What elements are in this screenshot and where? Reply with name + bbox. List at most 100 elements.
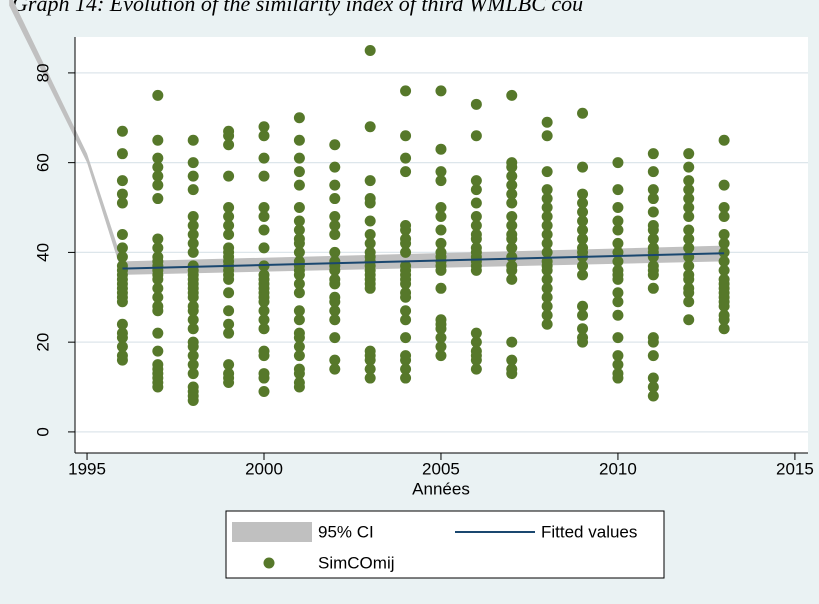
point xyxy=(647,166,659,178)
point xyxy=(683,314,695,326)
point xyxy=(541,318,553,330)
point xyxy=(364,121,376,133)
point xyxy=(683,287,695,299)
point xyxy=(152,152,164,164)
point xyxy=(258,350,270,362)
point xyxy=(470,264,482,276)
point xyxy=(612,202,624,214)
point xyxy=(435,211,447,223)
point xyxy=(293,134,305,146)
point xyxy=(577,107,589,119)
point xyxy=(470,197,482,209)
point xyxy=(506,161,518,173)
point xyxy=(612,350,624,362)
point xyxy=(223,228,235,240)
point xyxy=(364,237,376,249)
point xyxy=(116,197,128,209)
point xyxy=(187,170,199,182)
point xyxy=(470,327,482,339)
y-tick-label: 40 xyxy=(33,243,52,262)
point xyxy=(541,282,553,294)
point xyxy=(435,202,447,214)
point xyxy=(400,237,412,249)
point xyxy=(293,305,305,317)
legend-swatch xyxy=(263,557,275,569)
point xyxy=(541,264,553,276)
point xyxy=(577,215,589,227)
point xyxy=(612,157,624,169)
point xyxy=(577,197,589,209)
point xyxy=(435,237,447,249)
y-tick-label: 20 xyxy=(33,333,52,352)
point xyxy=(647,224,659,236)
point xyxy=(683,211,695,223)
point xyxy=(116,125,128,137)
point xyxy=(293,381,305,393)
point xyxy=(258,296,270,308)
point xyxy=(612,184,624,196)
point xyxy=(683,175,695,187)
point xyxy=(647,148,659,160)
point xyxy=(506,354,518,366)
point xyxy=(435,332,447,344)
point xyxy=(329,278,341,290)
point xyxy=(612,255,624,267)
point xyxy=(329,193,341,205)
point xyxy=(187,211,199,223)
x-tick-label: 2005 xyxy=(422,459,460,478)
point xyxy=(293,166,305,178)
point xyxy=(329,354,341,366)
point xyxy=(435,264,447,276)
point xyxy=(116,175,128,187)
y-tick-label: 60 xyxy=(33,153,52,172)
point xyxy=(223,359,235,371)
point xyxy=(329,211,341,223)
point xyxy=(116,296,128,308)
point xyxy=(223,287,235,299)
point xyxy=(435,143,447,155)
point xyxy=(152,305,164,317)
point xyxy=(435,175,447,187)
point xyxy=(187,323,199,335)
point xyxy=(116,188,128,200)
point xyxy=(718,237,730,249)
point xyxy=(223,170,235,182)
point xyxy=(152,291,164,303)
point xyxy=(364,175,376,187)
point xyxy=(647,381,659,393)
point xyxy=(258,211,270,223)
point xyxy=(187,305,199,317)
point xyxy=(293,215,305,227)
point xyxy=(187,359,199,371)
x-tick-label: 2000 xyxy=(245,459,283,478)
point xyxy=(152,233,164,245)
point xyxy=(577,323,589,335)
point xyxy=(435,85,447,97)
point xyxy=(435,282,447,294)
point xyxy=(293,278,305,290)
point xyxy=(541,291,553,303)
point xyxy=(152,282,164,294)
point xyxy=(329,228,341,240)
y-tick-label: 80 xyxy=(33,63,52,82)
point xyxy=(506,179,518,191)
point xyxy=(187,237,199,249)
point xyxy=(612,309,624,321)
point xyxy=(152,193,164,205)
point xyxy=(400,314,412,326)
point xyxy=(470,211,482,223)
point xyxy=(116,251,128,263)
point xyxy=(541,309,553,321)
point xyxy=(470,175,482,187)
point xyxy=(364,197,376,209)
point xyxy=(718,255,730,267)
point xyxy=(258,314,270,326)
point xyxy=(400,246,412,258)
point xyxy=(400,166,412,178)
point xyxy=(612,224,624,236)
point xyxy=(577,269,589,281)
point xyxy=(116,242,128,254)
point xyxy=(223,273,235,285)
x-tick-label: 2015 xyxy=(776,459,814,478)
